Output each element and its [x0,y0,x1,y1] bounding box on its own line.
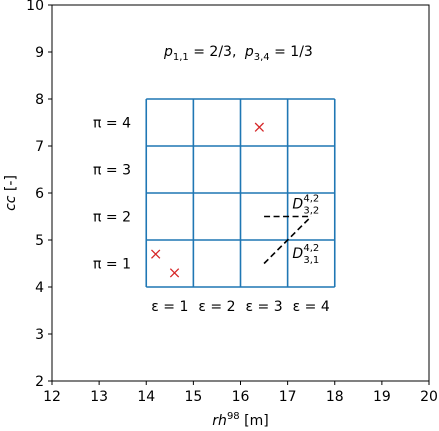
pi-label: π = 4 [93,116,131,132]
x-axis-label: rh98 [m] [212,411,268,429]
x-tick-label: 13 [90,389,108,405]
x-tick-label: 15 [184,389,202,405]
x-tick-label: 12 [43,389,61,405]
distance-subscript: 3,1 [303,255,319,266]
x-marker-stroke [254,122,265,132]
probability-annotation: p1,1 = 2/3, p3,4 = 1/3 [163,44,313,63]
y-tick-label: 2 [35,374,44,390]
x-tick-label: 14 [137,389,155,405]
prob-symbol: p [244,44,254,60]
distance-label: D [292,246,303,262]
y-tick-label: 6 [35,186,44,202]
x-axis-label-unit: [m] [240,413,269,429]
y-tick-label: 4 [35,280,44,296]
distance-subscript: 3,2 [303,206,319,217]
distance-superscript: 4,2 [303,194,319,205]
data-points [151,122,265,278]
x-marker-stroke [169,268,180,278]
pi-label: π = 1 [93,257,131,273]
distance-lines [263,215,312,265]
x-tick-label: 19 [373,389,391,405]
y-tick-label: 7 [35,139,44,155]
x-axis-label-superscript: 98 [227,411,240,422]
x-marker [169,268,180,278]
epsilon-label: ε = 3 [246,299,283,315]
prob-value: = 2/3, [189,44,237,60]
cell-grid [145,98,336,288]
pi-label: π = 2 [93,210,131,226]
y-axis-label-main: cc [3,195,19,211]
y-tick-label: 9 [35,45,44,61]
x-tick-label: 16 [232,389,250,405]
pi-label: π = 3 [93,163,131,179]
epsilon-label: ε = 1 [151,299,188,315]
prob-value: = 1/3 [270,44,313,60]
distance-line [263,215,312,265]
x-tick-label: 20 [420,389,438,405]
x-tick-label: 18 [326,389,344,405]
spacer [236,44,240,60]
distance-symbol: D [292,246,303,262]
distance-label: D [292,197,303,213]
x-axis-label-main: rh [212,413,227,429]
y-tick-label: 10 [26,0,44,14]
y-axis-label-unit: [-] [3,175,19,195]
distance-symbol: D [292,197,303,213]
prob-symbol: p [163,44,173,60]
x-tick-label: 17 [279,389,297,405]
y-tick-label: 8 [35,92,44,108]
axes: 12 13 14 15 16 17 18 19 20 2 3 4 5 6 7 8 9 10 rh98 [m] cc [… [3,0,438,429]
annotations: p1,1 = 2/3, p3,4 = 1/3π = 1π = 2π = 3π =… [93,44,330,315]
y-tick-label: 3 [35,327,44,343]
x-marker [151,249,161,259]
x-marker-stroke [151,249,161,259]
distance-superscript: 4,2 [303,243,319,254]
epsilon-label: ε = 2 [198,299,235,315]
prob-subscript: 1,1 [173,52,189,63]
epsilon-label: ε = 4 [293,299,330,315]
x-marker [254,122,265,132]
prob-subscript: 3,4 [254,52,270,63]
y-tick-label: 5 [35,233,44,249]
y-axis-label: cc [-] [3,175,19,211]
